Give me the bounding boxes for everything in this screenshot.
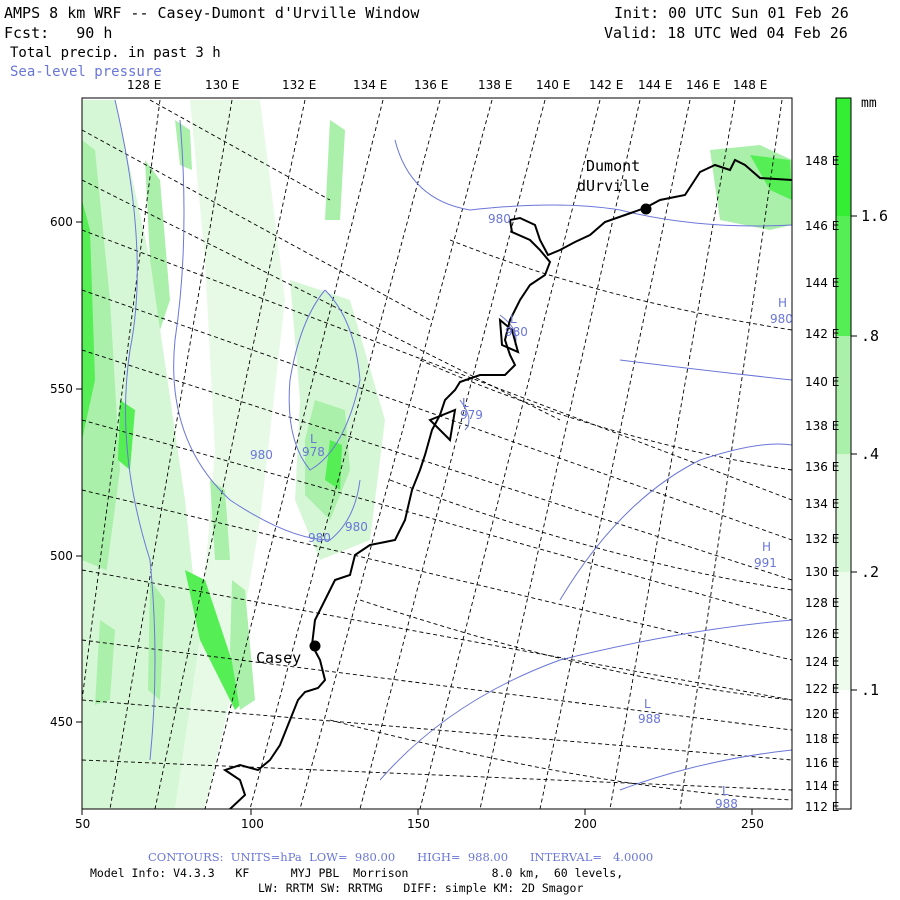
model-info: Model Info: V4.3.3 KF MYJ PBL Morrison 8… (90, 866, 624, 880)
right-lon-label: 142 E (805, 327, 840, 341)
pressure-center-low: L (644, 697, 651, 711)
x-tick-label: 100 (241, 817, 264, 831)
pressure-contours (114, 99, 792, 791)
right-lon-label: 132 E (805, 532, 840, 546)
contour-label: 980 (770, 312, 793, 326)
pressure-center-low: L (722, 784, 729, 798)
colorbar-segment-0-4 (836, 336, 851, 454)
map-title: AMPS 8 km WRF -- Casey-Dumont d'Urville … (4, 4, 420, 22)
right-lon-label: 130 E (805, 565, 840, 579)
pressure-center-low: L (310, 432, 317, 446)
top-lon-label: 128 E (127, 78, 162, 92)
right-lon-label: 112 E (805, 800, 840, 814)
top-lon-label: 138 E (478, 78, 513, 92)
colorbar-segment-0 (836, 690, 851, 809)
contour-label: 980 (308, 531, 331, 545)
pressure-center-high: H (778, 296, 788, 310)
init-time: Init: 00 UTC Sun 01 Feb 26 (614, 4, 849, 22)
colorbar-segment-1-6 (836, 98, 851, 216)
right-lon-label: 146 E (805, 219, 840, 233)
right-lon-label: 126 E (805, 627, 840, 641)
x-tick-label: 50 (75, 817, 91, 831)
colorbar-segment-0-8 (836, 216, 851, 336)
contour-label: 980 (345, 520, 368, 534)
model-info-physics: LW: RRTM SW: RRTMG DIFF: simple KM: 2D S… (258, 881, 584, 895)
overlay-name: Sea-level pressure (10, 64, 162, 80)
contour-label: 979 (460, 408, 483, 422)
pressure-center-value: 991 (754, 556, 777, 570)
station-casey-label: Casey (256, 649, 302, 667)
contours-info: CONTOURS: UNITS=hPa LOW= 980.00 HIGH= 98… (148, 850, 654, 864)
contour-label: 980 (488, 212, 511, 226)
right-lon-label: 122 E (805, 682, 840, 696)
valid-time: Valid: 18 UTC Wed 04 Feb 26 (604, 24, 848, 42)
contour-label: 980 (250, 448, 273, 462)
colorbar-label: .8 (861, 327, 880, 345)
colorbar-segment-0-2 (836, 454, 851, 572)
top-lon-label: 134 E (353, 78, 388, 92)
top-lon-label: 142 E (589, 78, 624, 92)
colorbar-unit: mm (861, 96, 877, 111)
colorbar-label: .4 (861, 445, 880, 463)
contour-label: 980 (505, 325, 528, 339)
station-dumont-durville-marker (640, 203, 652, 215)
station-durville-label: dUrville (577, 177, 650, 195)
y-tick-label: 550 (50, 382, 73, 396)
pressure-center-low: L (462, 396, 469, 410)
pressure-center-high: H (762, 540, 772, 554)
y-tick-label: 600 (50, 215, 73, 229)
top-lon-label: 130 E (205, 78, 240, 92)
contour-label: 988 (715, 797, 738, 811)
right-lon-label: 144 E (805, 276, 840, 290)
top-lon-label: 148 E (733, 78, 768, 92)
x-tick-label: 200 (574, 817, 597, 831)
top-lon-label: 144 E (638, 78, 673, 92)
field-name: Total precip. in past 3 h (10, 45, 221, 61)
colorbar-label: .1 (861, 681, 880, 699)
forecast-hour: Fcst: 90 h (4, 24, 113, 42)
map-frame (81, 97, 793, 810)
x-tick-label: 250 (741, 817, 764, 831)
station-dumont-label: Dumont (586, 157, 641, 175)
colorbar-label: .2 (861, 563, 880, 581)
right-lon-label: 114 E (805, 779, 840, 793)
contour-label: 978 (302, 445, 325, 459)
x-tick-label: 150 (407, 817, 430, 831)
right-lon-label: 128 E (805, 596, 840, 610)
right-lon-label: 120 E (805, 707, 840, 721)
right-lon-label: 116 E (805, 756, 840, 770)
lat-lon-grid (82, 99, 792, 809)
right-lon-label: 134 E (805, 497, 840, 511)
pressure-center-low: L (510, 312, 517, 326)
right-lon-label: 138 E (805, 419, 840, 433)
top-lon-label: 132 E (282, 78, 317, 92)
colorbar (835, 97, 857, 810)
top-lon-label: 140 E (536, 78, 571, 92)
y-tick-label: 450 (50, 715, 73, 729)
colorbar-label: 1.6 (861, 207, 889, 225)
top-lon-label: 136 E (414, 78, 449, 92)
frame-ticks (76, 221, 753, 815)
station-casey-marker (309, 640, 321, 652)
contour-label: 988 (638, 712, 661, 726)
top-lon-label: 146 E (686, 78, 721, 92)
y-tick-label: 500 (50, 549, 73, 563)
coastline (222, 158, 792, 809)
right-lon-label: 118 E (805, 732, 840, 746)
right-lon-label: 136 E (805, 460, 840, 474)
right-lon-label: 124 E (805, 655, 840, 669)
right-lon-label: 148 E (805, 154, 840, 168)
precip-shading (82, 100, 792, 809)
right-lon-label: 140 E (805, 375, 840, 389)
colorbar-segment-0-1 (836, 572, 851, 690)
